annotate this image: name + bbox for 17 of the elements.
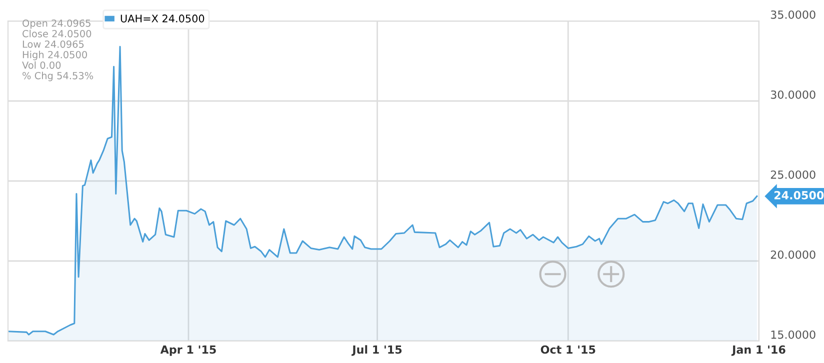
x-tick-label: Jan 1 '16 xyxy=(731,345,786,356)
y-tick-label: 30.0000 xyxy=(770,90,816,99)
annotation: 24.0500 xyxy=(774,191,824,200)
x-tick-label: Oct 1 '15 xyxy=(540,345,596,354)
legend-label: UAH=X 24.0500 xyxy=(120,14,204,22)
annotation: % Chg 54.53% xyxy=(22,72,94,82)
annotation: Vol 0.00 xyxy=(22,61,61,69)
y-tick-label: 20.0000 xyxy=(770,250,816,259)
x-tick-label: Apr 1 '15 xyxy=(160,346,216,356)
annotation: High 24.0500 xyxy=(22,50,87,60)
y-tick-label: 25.0000 xyxy=(770,170,816,179)
y-tick-label: 15.0000 xyxy=(771,330,816,339)
y-tick-label: 35.0000 xyxy=(770,10,816,19)
annotation: Open 24.0965 xyxy=(22,19,90,29)
x-tick-label: Jul 1 '15 xyxy=(352,345,402,356)
annotation: Close 24.0500 xyxy=(22,30,92,38)
annotation: Low 24.0965 xyxy=(22,40,84,48)
